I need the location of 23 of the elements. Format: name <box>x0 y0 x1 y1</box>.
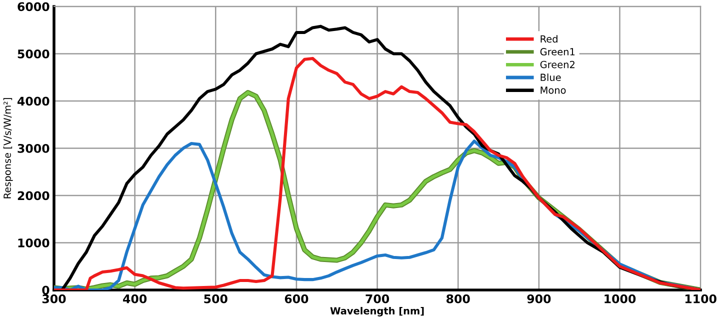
y-tick-label: 0 <box>42 286 50 295</box>
y-tick-label: 3000 <box>18 144 50 153</box>
x-tick-label: 900 <box>527 294 551 304</box>
x-tick-label: 300 <box>42 294 66 304</box>
y-tick-label: 4000 <box>18 96 50 106</box>
x-tick-label: 700 <box>366 294 390 304</box>
x-tick-label: 500 <box>204 294 228 304</box>
y-tick-label: 1000 <box>18 238 50 248</box>
x-tick-label: 600 <box>284 294 308 304</box>
legend-label: Red <box>540 35 558 43</box>
legend-label: Blue <box>540 74 561 82</box>
x-axis-title: Wavelength [nm] <box>330 306 424 316</box>
legend-label: Green1 <box>540 48 575 56</box>
y-tick-label: 2000 <box>18 191 50 200</box>
x-tick-label: 1100 <box>685 294 716 304</box>
y-tick-label: 6000 <box>18 2 50 12</box>
x-tick-label: 800 <box>446 294 470 304</box>
legend-label: Green2 <box>540 60 574 68</box>
y-axis-title: Response [V/s/W/m²] <box>3 98 13 198</box>
y-tick-label: 5000 <box>18 49 50 58</box>
legend-label: Mono <box>540 86 566 94</box>
x-tick-label: 400 <box>123 294 147 304</box>
x-tick-label: 1000 <box>604 294 636 304</box>
